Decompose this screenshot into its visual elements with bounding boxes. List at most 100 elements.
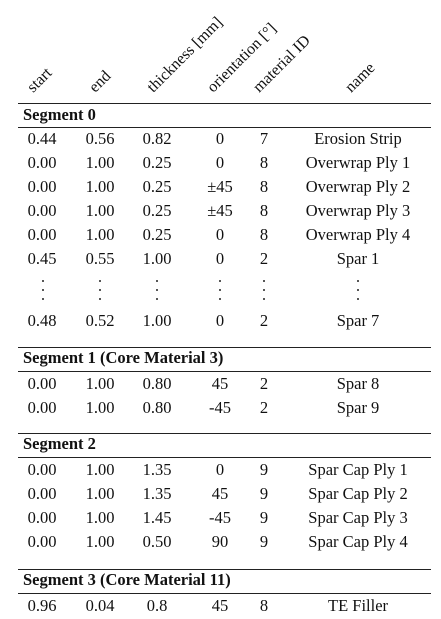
cell-orientation: 45 bbox=[211, 484, 229, 503]
table-row: 0.00 1.00 0.25 ±45 8 Overwrap Ply 2 bbox=[0, 175, 441, 199]
cell-name: Spar Cap Ply 2 bbox=[308, 484, 408, 503]
cell-orientation: 0 bbox=[215, 249, 225, 268]
table-row: 0.45 0.55 1.00 0 2 Spar 1 bbox=[0, 247, 441, 271]
cell-end: 1.00 bbox=[85, 460, 115, 479]
cell-start: 0.00 bbox=[27, 225, 57, 244]
cell-start: 0.00 bbox=[27, 201, 57, 220]
cell-name: Spar 1 bbox=[336, 249, 380, 268]
cell-name: Spar 8 bbox=[336, 374, 380, 393]
cell-start: 0.00 bbox=[27, 460, 57, 479]
cell-thickness: 0.25 bbox=[142, 201, 172, 220]
table-row: 0.00 1.00 0.50 90 9 Spar Cap Ply 4 bbox=[0, 530, 441, 554]
cell-end: 0.56 bbox=[85, 129, 115, 148]
cell-material-id: 2 bbox=[259, 311, 269, 330]
cell-thickness: 0.82 bbox=[142, 129, 172, 148]
table-row: 0.00 1.00 0.80 -45 2 Spar 9 bbox=[0, 396, 441, 420]
cell-end: 1.00 bbox=[85, 508, 115, 527]
cell-start: 0.00 bbox=[27, 532, 57, 551]
cell-thickness: 0.50 bbox=[142, 532, 172, 551]
cell-end: 1.00 bbox=[85, 225, 115, 244]
cell-name: Spar 7 bbox=[336, 311, 380, 330]
cell-start: 0.96 bbox=[27, 596, 57, 615]
header-name: name bbox=[341, 59, 379, 96]
cell-name: Erosion Strip bbox=[314, 129, 402, 148]
cell-material-id: 8 bbox=[259, 225, 269, 244]
cell-start: 0.00 bbox=[27, 508, 57, 527]
table-row: 0.00 1.00 0.25 0 8 Overwrap Ply 4 bbox=[0, 223, 441, 247]
segment-rule bbox=[18, 127, 431, 128]
cell-orientation: ±45 bbox=[207, 177, 233, 196]
cell-end: 0.04 bbox=[85, 596, 115, 615]
segment-rule bbox=[18, 371, 431, 372]
cell-name: Spar Cap Ply 3 bbox=[308, 508, 408, 527]
cell-thickness: 0.25 bbox=[142, 153, 172, 172]
cell-thickness: 0.80 bbox=[142, 374, 172, 393]
cell-thickness: 1.35 bbox=[142, 460, 172, 479]
cell-name: Overwrap Ply 1 bbox=[305, 153, 411, 172]
segment-title: Segment 3 (Core Material 11) bbox=[23, 570, 231, 589]
cell-name: Spar Cap Ply 1 bbox=[308, 460, 408, 479]
cell-orientation: 45 bbox=[211, 374, 229, 393]
cell-material-id: 8 bbox=[259, 201, 269, 220]
table-row: 0.00 1.00 1.35 45 9 Spar Cap Ply 2 bbox=[0, 482, 441, 506]
cell-name: Overwrap Ply 3 bbox=[305, 201, 411, 220]
cell-thickness: 0.80 bbox=[142, 398, 172, 417]
cell-end: 1.00 bbox=[85, 153, 115, 172]
cell-material-id: 9 bbox=[259, 508, 269, 527]
table-row: 0.00 1.00 0.80 45 2 Spar 8 bbox=[0, 372, 441, 396]
segment-rule bbox=[18, 569, 431, 570]
cell-end: 1.00 bbox=[85, 201, 115, 220]
cell-thickness: 1.45 bbox=[142, 508, 172, 527]
cell-thickness: 1.00 bbox=[142, 249, 172, 268]
cell-orientation: 45 bbox=[211, 596, 229, 615]
segment-rule bbox=[18, 347, 431, 348]
table-row: 0.00 1.00 1.45 -45 9 Spar Cap Ply 3 bbox=[0, 506, 441, 530]
ellipsis-row bbox=[0, 278, 441, 306]
cell-start: 0.48 bbox=[27, 311, 57, 330]
cell-orientation: -45 bbox=[209, 398, 231, 417]
cell-orientation: 0 bbox=[215, 460, 225, 479]
cell-material-id: 8 bbox=[259, 177, 269, 196]
cell-end: 1.00 bbox=[85, 177, 115, 196]
cell-material-id: 8 bbox=[259, 153, 269, 172]
segment-rule bbox=[18, 433, 431, 434]
cell-material-id: 7 bbox=[259, 129, 269, 148]
header-rule bbox=[18, 103, 431, 104]
cell-orientation: 0 bbox=[215, 153, 225, 172]
cell-material-id: 9 bbox=[259, 532, 269, 551]
cell-orientation: 90 bbox=[211, 532, 229, 551]
segment-title: Segment 0 bbox=[23, 105, 96, 124]
cell-name: Spar Cap Ply 4 bbox=[308, 532, 408, 551]
cell-start: 0.00 bbox=[27, 484, 57, 503]
cell-end: 1.00 bbox=[85, 532, 115, 551]
cell-start: 0.00 bbox=[27, 153, 57, 172]
cell-end: 1.00 bbox=[85, 398, 115, 417]
cell-start: 0.45 bbox=[27, 249, 57, 268]
cell-start: 0.00 bbox=[27, 398, 57, 417]
cell-name: Spar 9 bbox=[336, 398, 380, 417]
cell-name: Overwrap Ply 2 bbox=[305, 177, 411, 196]
cell-material-id: 8 bbox=[259, 596, 269, 615]
cell-material-id: 9 bbox=[259, 460, 269, 479]
segment-title: Segment 1 (Core Material 3) bbox=[23, 348, 224, 367]
header-end: end bbox=[85, 67, 115, 96]
cell-thickness: 1.35 bbox=[142, 484, 172, 503]
header-start: start bbox=[23, 64, 56, 96]
segment-rule bbox=[18, 457, 431, 458]
cell-orientation: -45 bbox=[209, 508, 231, 527]
cell-thickness: 0.8 bbox=[146, 596, 168, 615]
cell-end: 1.00 bbox=[85, 484, 115, 503]
cell-name: Overwrap Ply 4 bbox=[305, 225, 411, 244]
cell-start: 0.00 bbox=[27, 177, 57, 196]
cell-start: 0.44 bbox=[27, 129, 57, 148]
cell-material-id: 2 bbox=[259, 374, 269, 393]
table-row: 0.48 0.52 1.00 0 2 Spar 7 bbox=[0, 309, 441, 333]
cell-orientation: 0 bbox=[215, 225, 225, 244]
cell-end: 1.00 bbox=[85, 374, 115, 393]
cell-orientation: 0 bbox=[215, 311, 225, 330]
cell-end: 0.52 bbox=[85, 311, 115, 330]
table-row: 0.00 1.00 1.35 0 9 Spar Cap Ply 1 bbox=[0, 458, 441, 482]
cell-material-id: 9 bbox=[259, 484, 269, 503]
segment-rule bbox=[18, 593, 431, 594]
